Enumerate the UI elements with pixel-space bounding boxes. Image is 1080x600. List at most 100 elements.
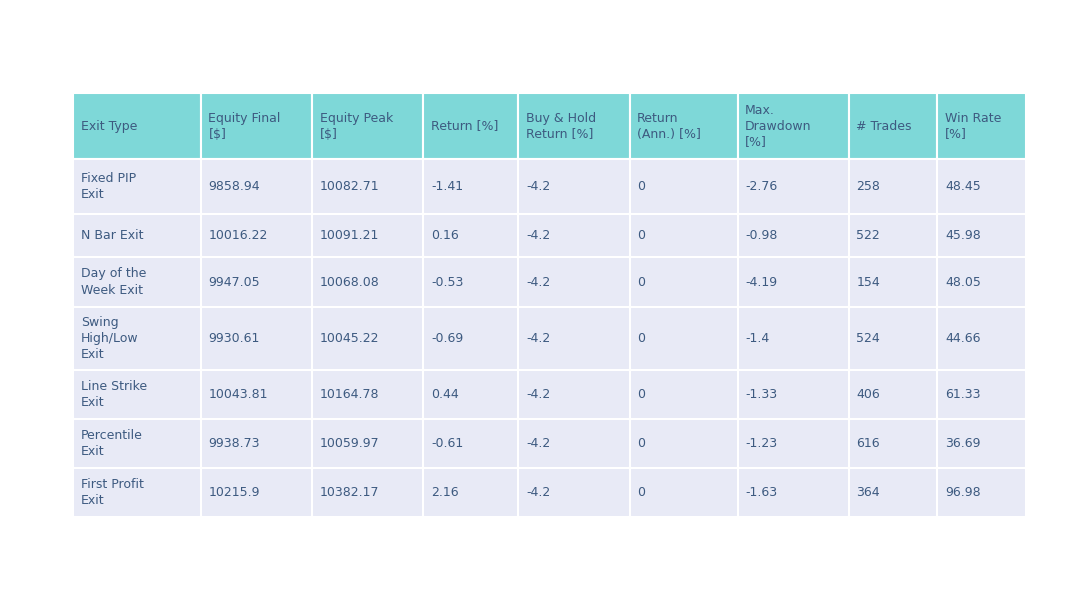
Text: Day of the
Week Exit: Day of the Week Exit [81,268,147,296]
Text: 524: 524 [856,332,880,344]
Text: 10016.22: 10016.22 [208,229,268,242]
Bar [201,307,312,370]
Bar [518,307,630,370]
Bar [738,419,849,468]
Bar [630,159,738,214]
Text: -4.2: -4.2 [526,229,550,242]
Bar [738,159,849,214]
Bar [849,214,937,257]
Bar [518,468,630,517]
Text: 10043.81: 10043.81 [208,388,268,401]
Text: Percentile
Exit: Percentile Exit [81,429,143,458]
Bar [630,93,738,159]
Bar [630,468,738,517]
Bar [630,257,738,307]
Bar [937,159,1026,214]
Text: -4.2: -4.2 [526,180,550,193]
Bar [73,307,201,370]
Text: 0.44: 0.44 [431,388,459,401]
Text: Buy & Hold
Return [%]: Buy & Hold Return [%] [526,112,596,140]
Bar [849,93,937,159]
Bar [312,214,423,257]
Bar [518,419,630,468]
Bar [738,257,849,307]
Bar [738,307,849,370]
Text: 0: 0 [637,388,645,401]
Text: -0.53: -0.53 [431,275,463,289]
Bar [312,307,423,370]
Bar [738,370,849,419]
Text: First Profit
Exit: First Profit Exit [81,478,144,507]
Bar [73,257,201,307]
Text: Fixed PIP
Exit: Fixed PIP Exit [81,172,136,201]
Text: -1.63: -1.63 [745,486,778,499]
Bar [937,93,1026,159]
Bar [312,468,423,517]
Text: -0.61: -0.61 [431,437,463,450]
Text: 364: 364 [856,486,880,499]
Text: 0: 0 [637,486,645,499]
Text: 0: 0 [637,437,645,450]
Bar [201,214,312,257]
Text: Return
(Ann.) [%]: Return (Ann.) [%] [637,112,701,140]
Text: -4.2: -4.2 [526,332,550,344]
Text: Win Rate
[%]: Win Rate [%] [945,112,1001,140]
Text: Equity Final
[$]: Equity Final [$] [208,112,281,140]
Text: 9947.05: 9947.05 [208,275,260,289]
Bar [849,370,937,419]
Bar [201,159,312,214]
Text: 0: 0 [637,180,645,193]
Text: 0.16: 0.16 [431,229,459,242]
Bar [423,468,518,517]
Text: -1.41: -1.41 [431,180,463,193]
Bar [738,214,849,257]
Text: 406: 406 [856,388,880,401]
Text: 0: 0 [637,229,645,242]
Text: 44.66: 44.66 [945,332,981,344]
Text: -4.2: -4.2 [526,486,550,499]
Text: -4.2: -4.2 [526,437,550,450]
Text: -1.4: -1.4 [745,332,769,344]
Text: 45.98: 45.98 [945,229,981,242]
Bar [937,468,1026,517]
Bar [518,93,630,159]
Text: 616: 616 [856,437,880,450]
Text: 522: 522 [856,229,880,242]
Bar [201,93,312,159]
Text: 10215.9: 10215.9 [208,486,260,499]
Bar [423,257,518,307]
Text: Swing
High/Low
Exit: Swing High/Low Exit [81,316,138,361]
Bar [937,370,1026,419]
Text: -1.23: -1.23 [745,437,778,450]
Text: 10082.71: 10082.71 [320,180,379,193]
Bar [423,214,518,257]
Bar [423,307,518,370]
Bar [849,159,937,214]
Text: Equity Peak
[$]: Equity Peak [$] [320,112,393,140]
Text: 96.98: 96.98 [945,486,981,499]
Text: 10091.21: 10091.21 [320,229,379,242]
Bar [937,257,1026,307]
Bar [201,468,312,517]
Text: 154: 154 [856,275,880,289]
Bar [849,307,937,370]
Bar [312,159,423,214]
Bar [73,214,201,257]
Bar [73,159,201,214]
Bar [312,257,423,307]
Text: 61.33: 61.33 [945,388,981,401]
Text: -2.76: -2.76 [745,180,778,193]
Bar [423,159,518,214]
Text: Exit Type: Exit Type [81,119,137,133]
Bar [937,307,1026,370]
Bar [630,307,738,370]
Text: 48.05: 48.05 [945,275,981,289]
Text: Return [%]: Return [%] [431,119,498,133]
Bar [630,214,738,257]
Text: 10059.97: 10059.97 [320,437,379,450]
Bar [312,419,423,468]
Bar [201,257,312,307]
Text: 9938.73: 9938.73 [208,437,260,450]
Text: 9858.94: 9858.94 [208,180,260,193]
Text: 0: 0 [637,275,645,289]
